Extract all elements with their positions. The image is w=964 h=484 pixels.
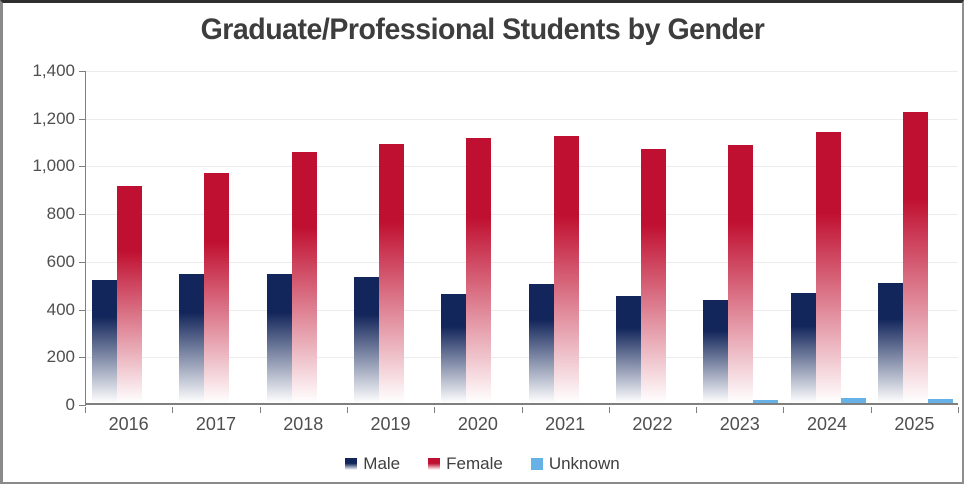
y-axis-label-1400: 1,400 (32, 61, 75, 80)
x-axis-label-2025: 2025 (894, 414, 935, 434)
male-bar-2016 (92, 280, 118, 403)
legend-marker-unknown (530, 458, 543, 470)
male-bar-2024 (790, 293, 816, 403)
legend-label-unknown: Unknown (548, 454, 620, 473)
x-axis-tick-2 (259, 407, 261, 413)
male-bar-2023 (703, 300, 729, 403)
unknown-bar-2023 (753, 400, 779, 403)
bar-group-2025 (872, 69, 959, 403)
male-bar-2022 (615, 296, 641, 403)
y-axis-label-0: 0 (65, 395, 75, 414)
x-axis-label-2017: 2017 (195, 414, 236, 434)
male-bar-2020 (441, 294, 467, 403)
female-bar-2022 (640, 149, 666, 403)
bar-group-2017 (173, 69, 260, 403)
x-axis-tick-1 (172, 407, 174, 413)
bar-group-2018 (261, 69, 348, 403)
female-bar-2020 (466, 138, 492, 403)
female-bar-2016 (117, 186, 143, 403)
legend-item-male: Male (345, 454, 400, 474)
x-axis-label-2019: 2019 (370, 414, 411, 434)
bar-group-2024 (784, 69, 871, 403)
unknown-bar-2024 (840, 398, 866, 403)
x-axis-label-2022: 2022 (632, 414, 673, 434)
gridline-1000 (86, 166, 958, 168)
bar-group-2019 (348, 69, 435, 403)
y-axis-tick-1400 (79, 71, 86, 72)
y-axis-label-1200: 1,200 (32, 108, 75, 128)
x-axis-tick-9 (870, 407, 872, 413)
male-bar-2019 (354, 277, 380, 403)
male-bar-2025 (877, 283, 903, 403)
y-axis-tick-800 (79, 214, 86, 216)
bar-group-2020 (435, 69, 522, 403)
x-axis-label-2018: 2018 (283, 414, 324, 434)
female-bar-2023 (728, 145, 754, 403)
x-axis-tick-0 (85, 407, 86, 413)
y-axis-tick-1000 (79, 166, 86, 168)
x-axis-label-2016: 2016 (108, 414, 149, 434)
bar-group-2021 (523, 69, 610, 403)
y-axis-label-600: 600 (46, 251, 75, 271)
x-axis-label-2024: 2024 (807, 414, 848, 434)
legend-marker-male (345, 458, 358, 470)
x-axis-label-2023: 2023 (719, 414, 760, 434)
y-axis-tick-0 (79, 405, 86, 406)
male-bar-2017 (179, 274, 205, 403)
female-bar-2018 (291, 152, 317, 403)
bar-group-2022 (610, 69, 697, 403)
legend-item-female: Female (428, 454, 503, 474)
female-bar-2017 (204, 173, 230, 403)
gridline-1400 (86, 71, 958, 72)
gridline-400 (86, 309, 958, 311)
legend-item-unknown: Unknown (530, 454, 620, 474)
gridline-800 (86, 214, 958, 216)
x-axis-tick-4 (434, 407, 436, 413)
y-axis-label-1000: 1,000 (32, 156, 75, 176)
x-axis-label-2021: 2021 (545, 414, 586, 434)
female-bar-2021 (553, 136, 579, 403)
bar-group-2016 (86, 69, 173, 403)
gridline-200 (86, 357, 958, 359)
legend-marker-female (428, 458, 441, 470)
y-axis-tick-600 (79, 261, 86, 263)
x-axis-tick-10 (958, 407, 959, 413)
gridline-600 (86, 261, 958, 263)
y-axis-tick-200 (79, 357, 86, 359)
legend-label-male: Male (363, 454, 401, 473)
male-bar-2021 (528, 284, 554, 403)
legend: Male Female Unknown (3, 454, 962, 474)
y-axis-tick-400 (79, 309, 86, 311)
x-axis-tick-6 (608, 407, 610, 413)
y-axis-tick-1200 (79, 118, 86, 120)
y-axis-label-800: 800 (46, 204, 75, 224)
unknown-bar-2025 (927, 399, 953, 403)
x-axis-label-2020: 2020 (457, 414, 498, 434)
x-axis-tick-3 (346, 407, 348, 413)
male-bar-2018 (266, 274, 292, 403)
x-axis-tick-7 (696, 407, 698, 413)
x-axis-tick-5 (521, 407, 523, 413)
plot-area (85, 71, 958, 405)
chart-title: Graduate/Professional Students by Gender (200, 13, 765, 46)
female-bar-2025 (902, 112, 928, 403)
y-axis-label-400: 400 (46, 299, 75, 319)
y-axis-label-200: 200 (46, 347, 75, 367)
bar-group-2023 (697, 69, 784, 403)
gridline-1200 (86, 118, 958, 120)
legend-label-female: Female (446, 454, 503, 473)
x-axis-tick-8 (783, 407, 785, 413)
female-bar-2024 (815, 132, 841, 403)
female-bar-2019 (379, 144, 405, 403)
